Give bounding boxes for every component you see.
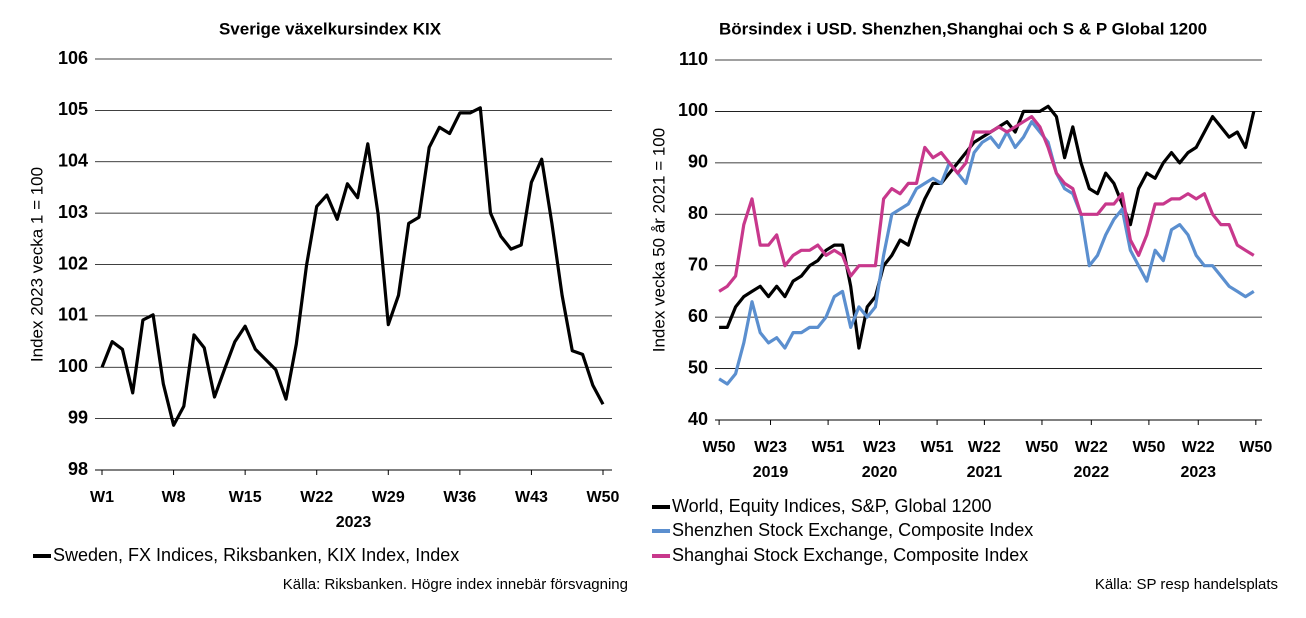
x-group-label: 2020 (862, 464, 898, 481)
x-tick-label: W22 (300, 489, 333, 506)
series-line (100, 106, 605, 427)
y-tick-label: 80 (688, 203, 708, 223)
y-tick-label: 100 (58, 356, 88, 376)
legend-label: World, Equity Indices, S&P, Global 1200 (672, 496, 992, 516)
x-tick-label: W22 (1182, 439, 1215, 456)
y-tick-label: 101 (58, 305, 88, 325)
x-group-label: 2023 (1180, 464, 1216, 481)
y-axis-label: Index vecka 50 år 2021 = 100 (649, 128, 668, 352)
legend-label: Shenzhen Stock Exchange, Composite Index (672, 520, 1033, 540)
x-tick-label: W8 (162, 489, 186, 506)
x-axis-label: 2023 (336, 514, 372, 531)
x-tick-label: W22 (1075, 439, 1108, 456)
y-tick-label: 106 (58, 48, 88, 68)
y-tick-label: 70 (688, 254, 708, 274)
x-tick-label: W51 (812, 439, 845, 456)
x-tick-label: W23 (754, 439, 787, 456)
x-tick-label: W50 (1132, 439, 1165, 456)
x-tick-label: W50 (703, 439, 736, 456)
y-tick-label: 110 (679, 49, 708, 69)
x-tick-label: W15 (229, 489, 262, 506)
x-tick-label: W43 (515, 489, 548, 506)
chart-title: Börsindex i USD. Shenzhen,Shanghai och S… (719, 19, 1207, 38)
y-tick-label: 103 (58, 202, 88, 222)
legend-label: Sweden, FX Indices, Riksbanken, KIX Inde… (53, 545, 459, 565)
y-tick-label: 102 (58, 253, 88, 273)
y-axis-label: Index 2023 vecka 1 = 100 (27, 167, 46, 362)
y-tick-label: 90 (688, 152, 708, 172)
y-tick-label: 60 (688, 306, 708, 326)
series-line (719, 104, 1256, 350)
y-tick-label: 104 (58, 151, 88, 171)
y-tick-label: 98 (68, 459, 88, 479)
chart-title: Sverige växelkursindex KIX (219, 19, 442, 38)
x-group-label: 2019 (753, 464, 789, 481)
y-tick-label: 105 (58, 99, 88, 119)
x-tick-label: W50 (1026, 439, 1059, 456)
y-tick-label: 50 (688, 357, 708, 377)
legend-label: Shanghai Stock Exchange, Composite Index (672, 545, 1028, 565)
x-tick-label: W1 (90, 489, 114, 506)
source-note: Källa: SP resp handelsplats (1095, 576, 1278, 593)
x-tick-label: W50 (1239, 439, 1272, 456)
x-tick-label: W22 (968, 439, 1001, 456)
series-line (718, 115, 1255, 293)
series-line (718, 120, 1255, 386)
x-tick-label: W29 (372, 489, 405, 506)
x-group-label: 2022 (1074, 464, 1110, 481)
source-note: Källa: Riksbanken. Högre index innebär f… (283, 576, 628, 593)
x-tick-label: W23 (863, 439, 896, 456)
x-tick-label: W50 (587, 489, 620, 506)
y-tick-label: 100 (678, 100, 708, 120)
y-tick-label: 99 (68, 407, 88, 427)
x-group-label: 2021 (967, 464, 1003, 481)
y-tick-label: 40 (688, 409, 708, 429)
x-tick-label: W36 (443, 489, 476, 506)
x-tick-label: W51 (921, 439, 954, 456)
